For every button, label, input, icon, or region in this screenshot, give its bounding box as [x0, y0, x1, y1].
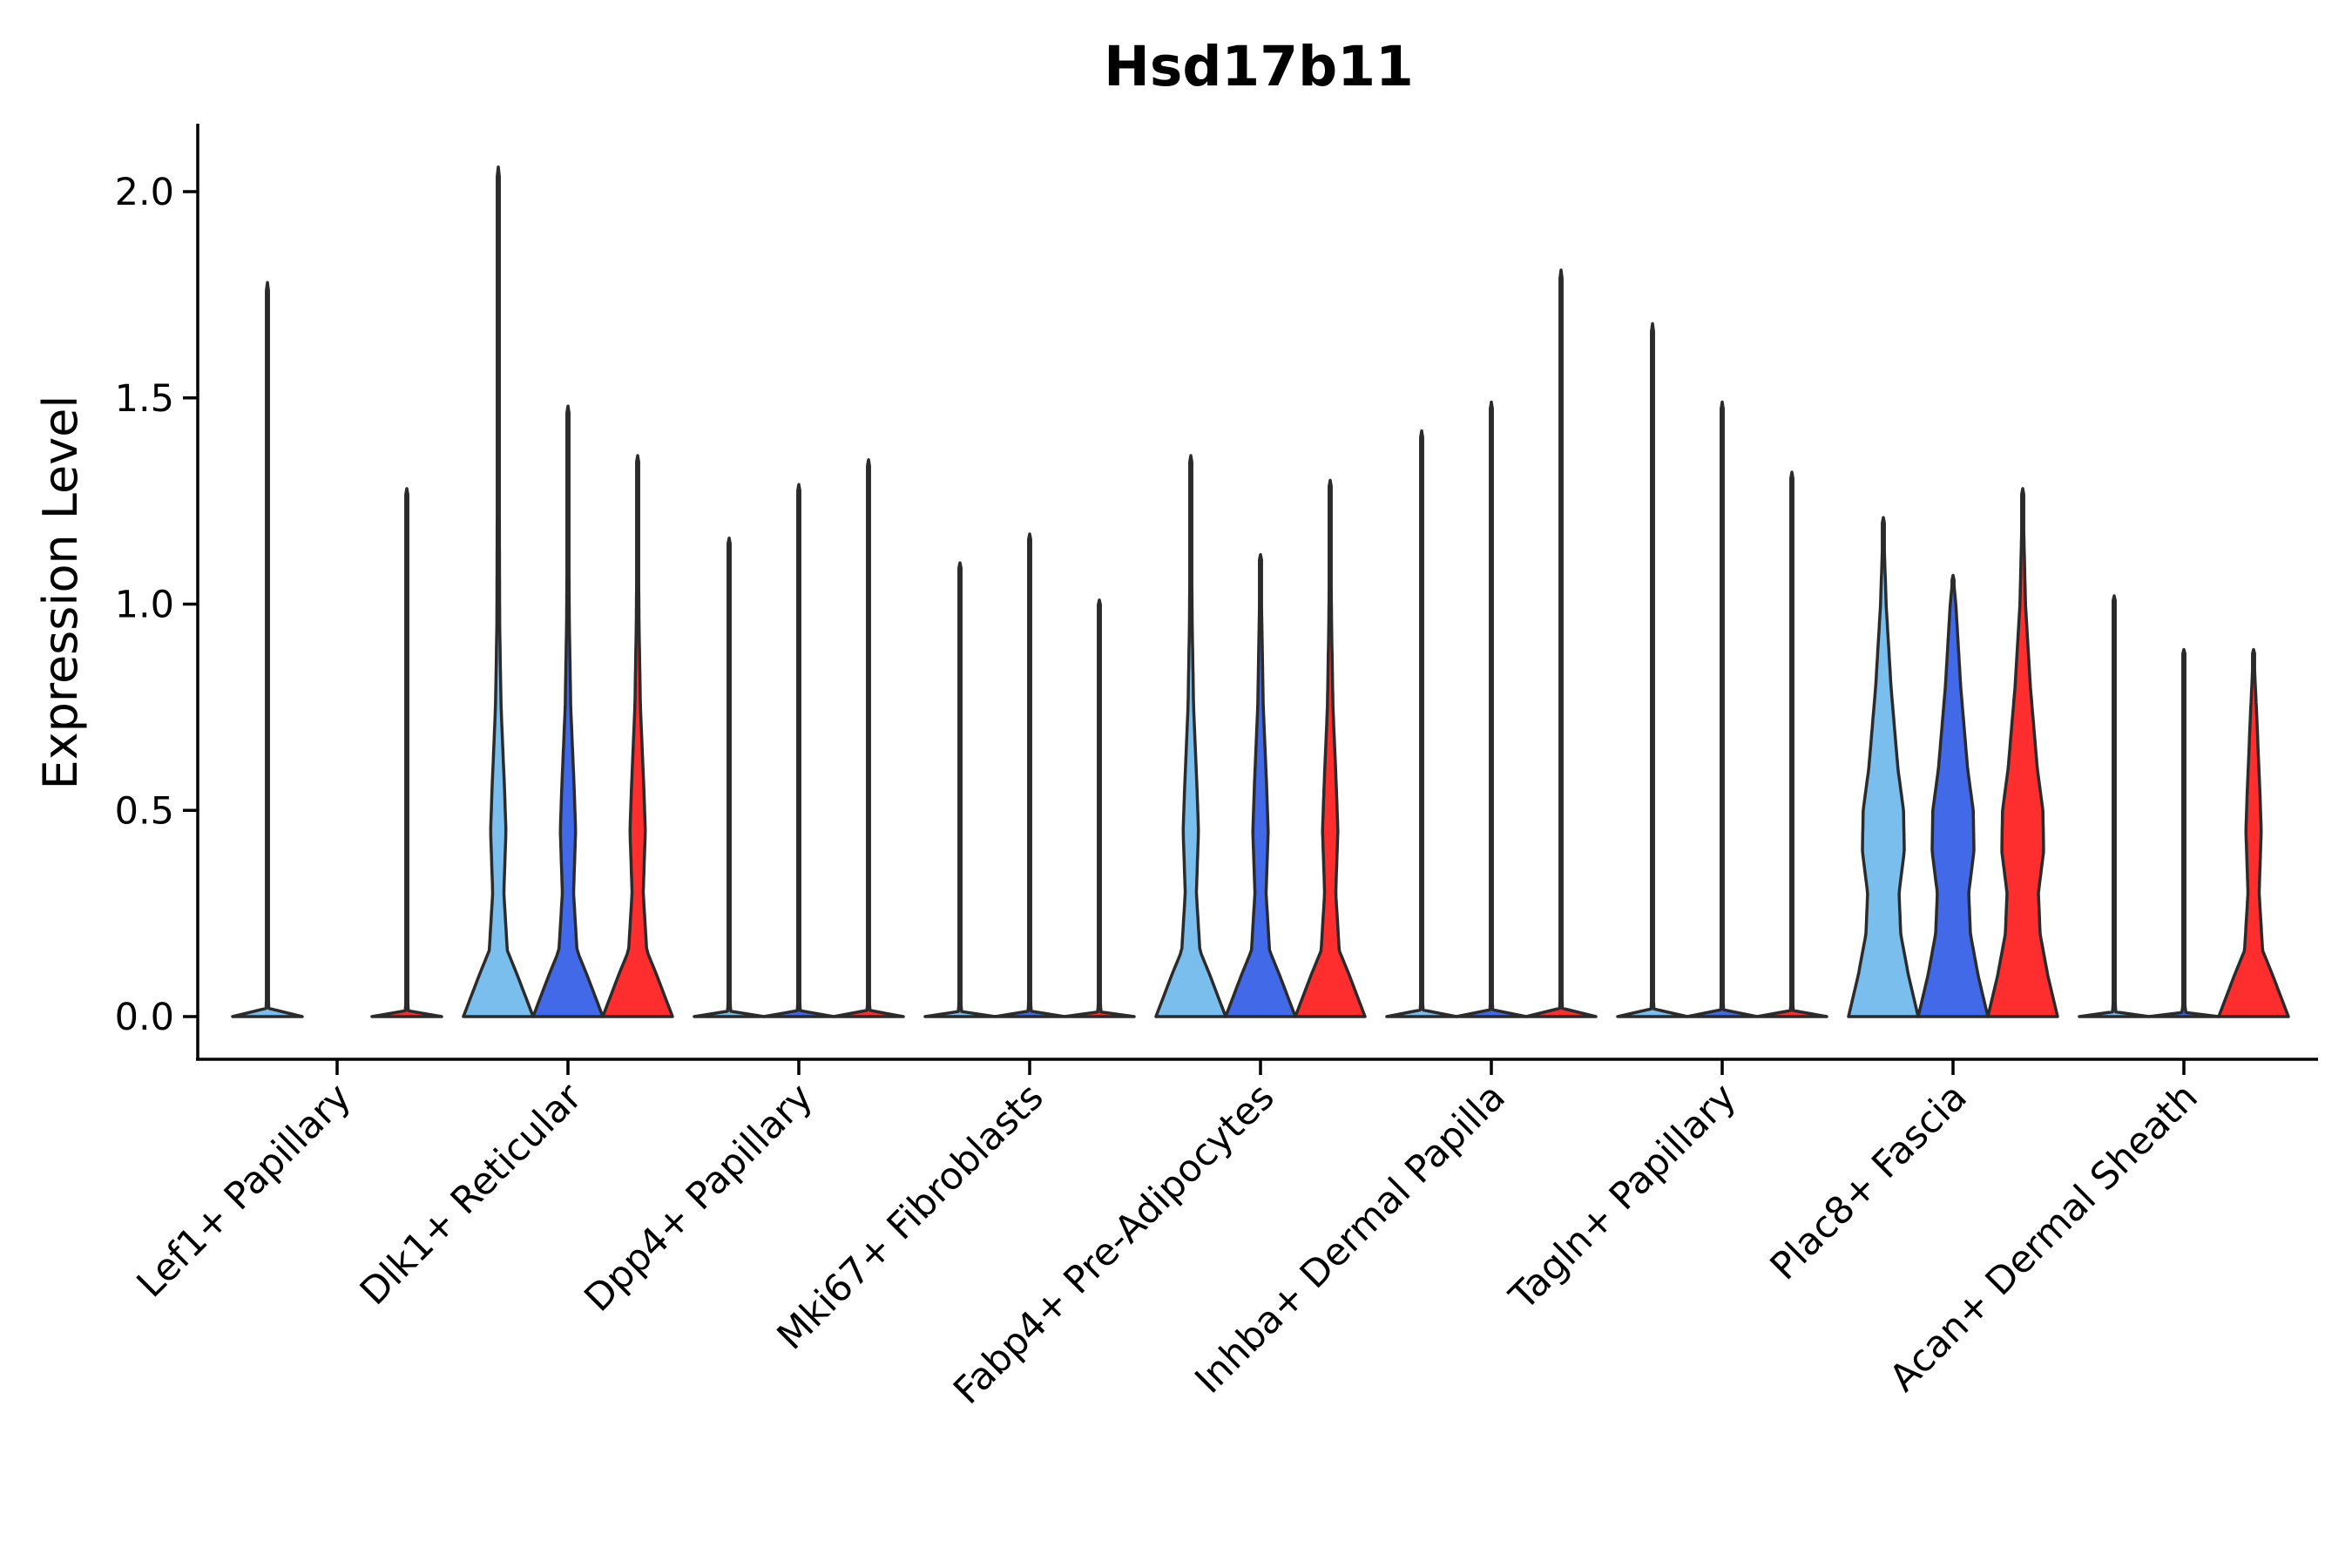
- violin-5-3: [1294, 478, 1367, 1018]
- violin-4-1: [923, 561, 997, 1018]
- violin-7-3: [1755, 470, 1828, 1018]
- violin-4-2: [993, 532, 1066, 1018]
- violin-6-2: [1455, 400, 1528, 1018]
- x-tick-label: Dpp4+ Papillary: [577, 1075, 821, 1320]
- violin-1-1: [231, 280, 304, 1018]
- violin-7-2: [1686, 400, 1759, 1018]
- y-tick-label: 1.5: [115, 377, 174, 421]
- axes: [196, 124, 2318, 1061]
- violin-5-2: [1224, 552, 1297, 1018]
- violin-9-3: [2217, 647, 2290, 1018]
- violin-8-1: [1847, 516, 1920, 1018]
- x-tick-label: Tagln+ Papillary: [1501, 1075, 1745, 1319]
- y-ticks: 0.0 0.5 1.0 1.5 2.0: [115, 171, 198, 1039]
- violin-5-1: [1154, 454, 1227, 1018]
- violin-9-1: [2078, 594, 2151, 1018]
- y-tick-label: 1.0: [115, 584, 174, 627]
- violin-8-2: [1916, 573, 1990, 1018]
- violin-2-1: [462, 165, 535, 1018]
- chart-title: Hsd17b11: [1104, 35, 1414, 98]
- x-tick-label: Lef1+ Papillary: [129, 1075, 360, 1306]
- violin-3-2: [762, 483, 835, 1018]
- violin-7-1: [1616, 321, 1689, 1018]
- y-tick-label: 2.0: [115, 171, 174, 214]
- violin-2-2: [531, 404, 605, 1018]
- violin-8-3: [1986, 487, 2059, 1018]
- violin-3-1: [693, 536, 766, 1018]
- x-tick-label: Mki67+ Fibroblasts: [769, 1075, 1052, 1358]
- x-tick-label: Dlk1+ Reticular: [352, 1075, 591, 1314]
- violin-6-1: [1385, 429, 1458, 1018]
- violin-6-3: [1524, 268, 1598, 1018]
- violin-9-2: [2147, 647, 2220, 1018]
- violin-3-3: [832, 458, 905, 1018]
- violin-layer: [231, 165, 2290, 1018]
- violin-2-3: [601, 454, 674, 1018]
- y-tick-label: 0.5: [115, 789, 174, 833]
- y-tick-label: 0.0: [115, 996, 174, 1039]
- violin-1-3: [370, 487, 443, 1018]
- y-axis-label: Expression Level: [33, 395, 88, 790]
- violin-4-3: [1063, 598, 1136, 1018]
- x-tick-label: Plac8+ Fascia: [1762, 1075, 1976, 1288]
